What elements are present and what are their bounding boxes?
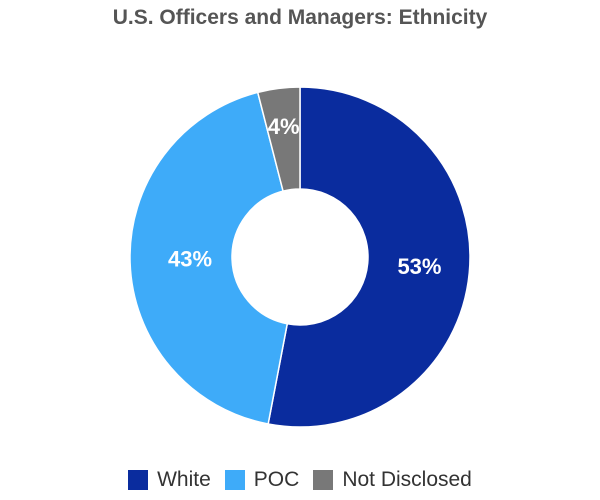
slice-label-poc: 43%	[168, 246, 212, 271]
legend-label-white: White	[157, 468, 211, 491]
legend-swatch-not-disclosed	[313, 470, 334, 490]
legend-swatch-poc	[224, 470, 245, 490]
legend-item-poc: POC	[224, 468, 300, 492]
chart-title: U.S. Officers and Managers: Ethnicity	[112, 6, 488, 29]
slice-poc	[129, 91, 289, 425]
legend: White POC Not Disclosed	[0, 468, 600, 492]
slice-label-white: 53%	[397, 254, 441, 279]
legend-item-not-disclosed: Not Disclosed	[313, 468, 472, 492]
slice-not-disclosed	[256, 86, 301, 193]
legend-swatch-white	[128, 470, 149, 490]
slice-label-not-disclosed: 4%	[268, 114, 300, 139]
legend-item-white: White	[128, 468, 211, 492]
legend-label-not-disclosed: Not Disclosed	[342, 468, 472, 491]
legend-label-poc: POC	[253, 468, 300, 491]
slice-white	[267, 86, 471, 428]
